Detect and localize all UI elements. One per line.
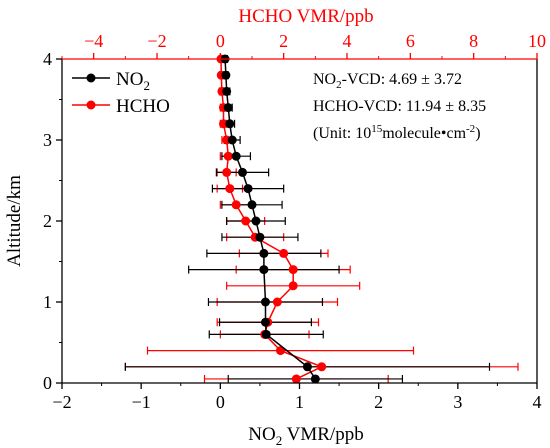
annotation-hcho-vcd: HCHO-VCD: 11.94 ± 8.35 (313, 98, 486, 115)
vcd-annotation: NO2-VCD: 4.69 ± 3.72 HCHO-VCD: 11.94 ± 8… (313, 71, 486, 142)
hcho-point (225, 184, 235, 194)
no2-point (223, 103, 233, 113)
no2-point (259, 265, 269, 275)
y-tick-label: 4 (43, 49, 52, 69)
bottom-tick-label: 1 (295, 392, 304, 412)
annotation-unit: (Unit: 1015molecule•cm-2) (313, 123, 481, 142)
hcho-point (222, 167, 232, 177)
top-tick-label: 6 (406, 31, 415, 51)
no2-point (302, 362, 312, 372)
no2-point (222, 86, 232, 96)
bottom-axis-title: NO2 VMR/ppb (248, 424, 363, 448)
hcho-point (317, 362, 327, 372)
top-tick-label: 2 (279, 31, 288, 51)
no2-point (225, 119, 235, 129)
no2-point (231, 151, 241, 161)
legend-hcho-marker (86, 100, 96, 110)
no2-point (310, 374, 320, 384)
legend-hcho-label: HCHO (116, 96, 170, 117)
no2-line (224, 58, 316, 380)
no2-point (251, 216, 261, 226)
top-tick-label: 4 (343, 31, 352, 51)
hcho-point (288, 265, 298, 275)
hcho-point (241, 216, 251, 226)
hcho-point (231, 200, 241, 210)
y-tick-label: 2 (43, 211, 52, 231)
top-axis-title: HCHO VMR/ppb (238, 6, 373, 27)
legend-no2-marker (86, 73, 96, 83)
top-tick-label: −2 (147, 31, 166, 51)
bottom-tick-label: 3 (453, 392, 462, 412)
no2-point (261, 329, 271, 339)
bottom-tick-label: −1 (132, 392, 151, 412)
legend-no2-label: NO2 (116, 69, 150, 93)
annotation-no2-vcd: NO2-VCD: 4.69 ± 3.72 (313, 71, 462, 91)
top-tick-label: 10 (528, 31, 546, 51)
y-tick-label: 1 (43, 292, 52, 312)
no2-point (260, 317, 270, 327)
bottom-tick-label: 4 (533, 392, 542, 412)
hcho-line (220, 58, 324, 380)
y-axis-title: Altitude/km (4, 175, 25, 267)
no2-point (221, 70, 231, 80)
no2-point (247, 200, 257, 210)
hcho-point (219, 119, 228, 129)
hcho-point (276, 346, 285, 356)
bottom-tick-label: 0 (216, 392, 225, 412)
hcho-point (291, 374, 301, 384)
no2-point (259, 248, 269, 258)
hcho-point (279, 248, 289, 258)
no2-point (227, 135, 237, 145)
series-layer (216, 54, 327, 384)
legend: NO2 HCHO (72, 69, 170, 117)
hcho-point (223, 151, 233, 161)
y-tick-label: 0 (43, 373, 52, 393)
top-tick-label: −4 (84, 31, 103, 51)
no2-point (255, 232, 265, 242)
no2-point (243, 184, 253, 194)
top-tick-label: 0 (216, 31, 225, 51)
bottom-tick-label: 2 (374, 392, 383, 412)
hcho-point (272, 297, 282, 307)
no2-point (238, 167, 247, 177)
bottom-tick-label: −2 (52, 392, 71, 412)
top-tick-label: 8 (469, 31, 478, 51)
hcho-point (288, 281, 298, 291)
no2-point (260, 297, 270, 307)
y-tick-label: 3 (43, 130, 52, 150)
